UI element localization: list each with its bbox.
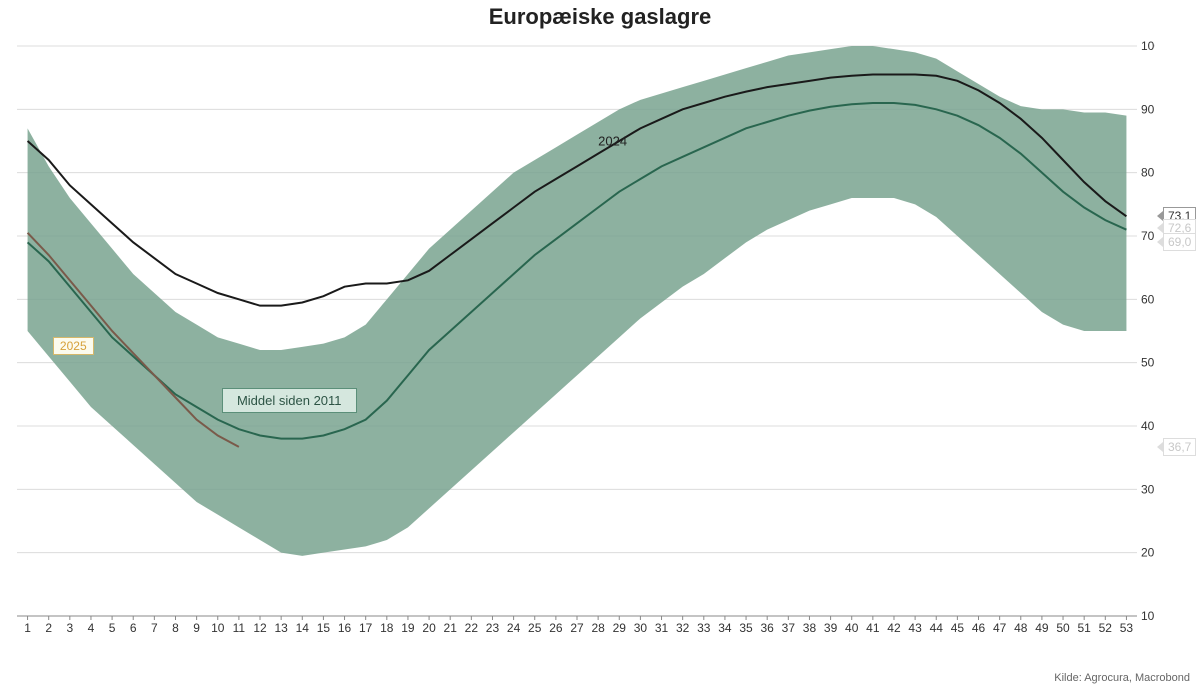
svg-text:37: 37 bbox=[782, 621, 796, 635]
svg-text:26: 26 bbox=[549, 621, 563, 635]
svg-text:27: 27 bbox=[570, 621, 584, 635]
svg-text:50: 50 bbox=[1056, 621, 1070, 635]
svg-text:60: 60 bbox=[1141, 292, 1155, 306]
chart-container: Europæiske gaslagre 20241234567891011121… bbox=[0, 0, 1200, 688]
svg-text:17: 17 bbox=[359, 621, 373, 635]
svg-text:20: 20 bbox=[1141, 546, 1155, 560]
series-label-band: Middel siden 2011 bbox=[222, 388, 357, 413]
svg-text:20: 20 bbox=[422, 621, 436, 635]
svg-text:15: 15 bbox=[317, 621, 331, 635]
chart-svg: 2024123456789101112131415161718192021222… bbox=[15, 40, 1155, 640]
svg-text:33: 33 bbox=[697, 621, 711, 635]
svg-text:23: 23 bbox=[486, 621, 500, 635]
band-area bbox=[28, 46, 1127, 556]
svg-text:9: 9 bbox=[193, 621, 200, 635]
svg-text:48: 48 bbox=[1014, 621, 1028, 635]
svg-text:13: 13 bbox=[274, 621, 288, 635]
svg-text:44: 44 bbox=[930, 621, 944, 635]
svg-text:29: 29 bbox=[613, 621, 627, 635]
svg-text:19: 19 bbox=[401, 621, 415, 635]
chart-title: Europæiske gaslagre bbox=[0, 4, 1200, 30]
svg-text:21: 21 bbox=[444, 621, 458, 635]
svg-text:41: 41 bbox=[866, 621, 880, 635]
svg-text:32: 32 bbox=[676, 621, 690, 635]
svg-text:2: 2 bbox=[45, 621, 52, 635]
svg-text:1: 1 bbox=[24, 621, 31, 635]
svg-text:31: 31 bbox=[655, 621, 669, 635]
svg-text:46: 46 bbox=[972, 621, 986, 635]
svg-text:3: 3 bbox=[66, 621, 73, 635]
svg-text:34: 34 bbox=[718, 621, 732, 635]
svg-text:11: 11 bbox=[233, 621, 246, 635]
svg-text:39: 39 bbox=[824, 621, 838, 635]
svg-text:4: 4 bbox=[88, 621, 95, 635]
end-marker-pointer bbox=[1157, 223, 1163, 233]
end-marker-pointer bbox=[1157, 442, 1163, 452]
svg-text:38: 38 bbox=[803, 621, 817, 635]
svg-text:45: 45 bbox=[951, 621, 965, 635]
end-marker: 69,0 bbox=[1163, 233, 1196, 251]
end-marker-pointer bbox=[1157, 237, 1163, 247]
svg-text:30: 30 bbox=[634, 621, 648, 635]
svg-text:40: 40 bbox=[845, 621, 859, 635]
svg-text:30: 30 bbox=[1141, 482, 1155, 496]
svg-text:22: 22 bbox=[465, 621, 479, 635]
svg-text:28: 28 bbox=[591, 621, 605, 635]
svg-text:16: 16 bbox=[338, 621, 352, 635]
svg-text:90: 90 bbox=[1141, 102, 1155, 116]
svg-text:25: 25 bbox=[528, 621, 542, 635]
svg-text:12: 12 bbox=[253, 621, 267, 635]
svg-text:10: 10 bbox=[211, 621, 225, 635]
svg-text:24: 24 bbox=[507, 621, 521, 635]
end-marker: 36,7 bbox=[1163, 438, 1196, 456]
svg-text:100: 100 bbox=[1141, 40, 1155, 53]
source-caption: Kilde: Agrocura, Macrobond bbox=[1054, 672, 1190, 684]
series-label-2025: 2025 bbox=[53, 337, 94, 355]
svg-text:47: 47 bbox=[993, 621, 1007, 635]
svg-text:50: 50 bbox=[1141, 356, 1155, 370]
svg-text:52: 52 bbox=[1099, 621, 1113, 635]
svg-text:49: 49 bbox=[1035, 621, 1049, 635]
svg-text:42: 42 bbox=[887, 621, 901, 635]
svg-text:53: 53 bbox=[1120, 621, 1134, 635]
svg-text:7: 7 bbox=[151, 621, 158, 635]
svg-text:43: 43 bbox=[908, 621, 922, 635]
svg-text:80: 80 bbox=[1141, 166, 1155, 180]
svg-text:18: 18 bbox=[380, 621, 394, 635]
svg-text:5: 5 bbox=[109, 621, 116, 635]
svg-text:6: 6 bbox=[130, 621, 137, 635]
plot-area: 2024123456789101112131415161718192021222… bbox=[15, 40, 1155, 640]
svg-text:51: 51 bbox=[1077, 621, 1091, 635]
svg-text:40: 40 bbox=[1141, 419, 1155, 433]
svg-text:36: 36 bbox=[761, 621, 775, 635]
svg-text:14: 14 bbox=[296, 621, 310, 635]
svg-text:8: 8 bbox=[172, 621, 179, 635]
svg-text:10: 10 bbox=[1141, 609, 1155, 623]
svg-text:35: 35 bbox=[739, 621, 753, 635]
svg-text:70: 70 bbox=[1141, 229, 1155, 243]
series-label-2024: 2024 bbox=[598, 134, 627, 149]
